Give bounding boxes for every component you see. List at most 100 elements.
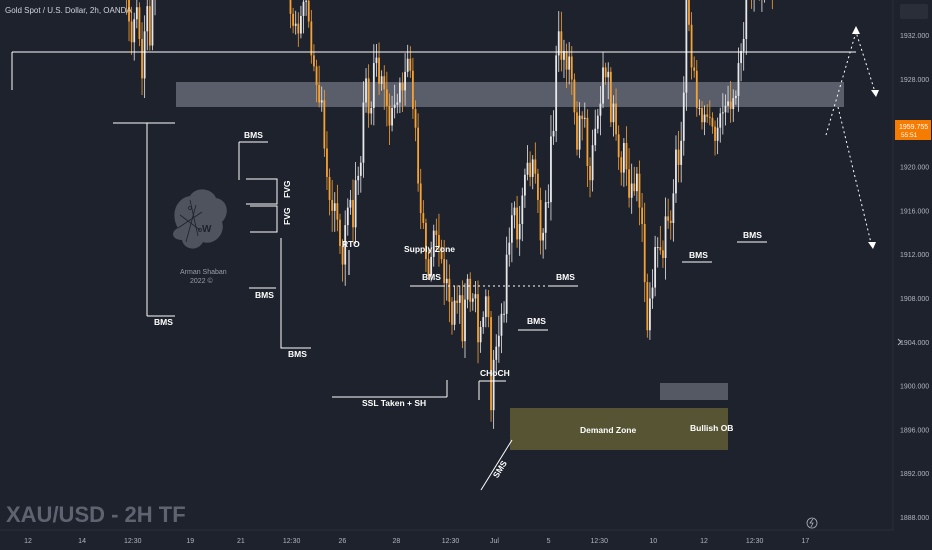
y-tick-label: 1928.000 bbox=[900, 77, 929, 84]
candle-body bbox=[492, 359, 495, 411]
candle-body bbox=[151, 0, 154, 46]
candle-body bbox=[604, 67, 607, 78]
candle-body bbox=[695, 70, 698, 108]
price-badge-countdown: 55:51 bbox=[901, 132, 918, 139]
candle-body bbox=[516, 207, 518, 240]
y-tick-label: 1912.000 bbox=[900, 252, 929, 259]
candle-body bbox=[451, 301, 453, 325]
candle-body bbox=[401, 82, 404, 91]
candle-body bbox=[432, 230, 435, 257]
annotation-lines bbox=[11, 51, 856, 491]
candle-body bbox=[675, 149, 677, 194]
lightning-bolt-icon bbox=[809, 518, 814, 528]
candle-body bbox=[466, 278, 469, 300]
candle-body bbox=[667, 216, 670, 221]
candle-body bbox=[607, 71, 610, 78]
candle-body bbox=[471, 298, 474, 302]
candle-body bbox=[349, 199, 352, 208]
candle-body bbox=[505, 254, 508, 314]
candle-body bbox=[305, 0, 308, 2]
candle-body bbox=[620, 157, 623, 173]
candle-body bbox=[135, 7, 138, 20]
candle-body bbox=[721, 112, 724, 114]
candle-body bbox=[357, 175, 360, 181]
candle-body bbox=[318, 84, 321, 103]
candle-body bbox=[445, 278, 448, 284]
candle-body bbox=[542, 232, 545, 241]
candle-body bbox=[336, 203, 339, 220]
candle-body bbox=[688, 0, 690, 25]
candle-body bbox=[633, 183, 636, 192]
candle-body bbox=[479, 326, 482, 343]
candle-body bbox=[375, 57, 378, 64]
candle-body bbox=[503, 313, 505, 315]
candle-body bbox=[297, 23, 300, 34]
candle-body bbox=[354, 180, 357, 228]
candle-body bbox=[388, 105, 391, 126]
candle-body bbox=[630, 183, 633, 198]
candle-body bbox=[518, 224, 521, 240]
price-badge-value: 1959.755 bbox=[899, 124, 928, 131]
candle-body bbox=[339, 219, 341, 246]
svg-text:W: W bbox=[202, 224, 212, 235]
candle-body bbox=[669, 220, 672, 223]
candle-body bbox=[662, 250, 664, 258]
forecast-arrow-down2-icon bbox=[868, 242, 876, 249]
candle-body bbox=[435, 230, 438, 235]
candle-body bbox=[513, 207, 516, 216]
candle-body bbox=[143, 31, 146, 79]
label-bms-3: BMS bbox=[255, 290, 274, 300]
x-tick-label: 17 bbox=[802, 538, 810, 545]
time-axis[interactable]: 12 14 12:30 19 21 12:30 26 28 12:30 Jul 5 12:30 10 12… bbox=[24, 538, 809, 545]
candle-body bbox=[359, 162, 362, 176]
candle-body bbox=[365, 78, 367, 103]
candle-body bbox=[680, 140, 683, 165]
y-tick-label: 1896.000 bbox=[900, 427, 929, 434]
x-tick-label: 12:30 bbox=[746, 538, 764, 545]
candle-body bbox=[294, 23, 297, 26]
candle-body bbox=[589, 166, 591, 181]
candle-body bbox=[380, 76, 383, 84]
candle-body bbox=[453, 300, 456, 325]
candle-body bbox=[649, 298, 651, 331]
axis-arrow-icon[interactable] bbox=[897, 338, 902, 346]
logo-name: Arman Shaban bbox=[180, 269, 227, 276]
candle-body bbox=[703, 114, 706, 123]
forecast-arrow-down1-icon bbox=[871, 90, 879, 97]
candle-body bbox=[448, 278, 451, 302]
axis-top-button[interactable] bbox=[900, 4, 928, 19]
candle-body bbox=[576, 112, 578, 150]
candle-body bbox=[737, 63, 740, 96]
candle-body bbox=[534, 159, 537, 174]
candle-body bbox=[635, 173, 638, 192]
bullish-ob-rect bbox=[660, 383, 728, 400]
watermark-text: XAU/USD - 2H TF bbox=[6, 502, 186, 527]
candle-body bbox=[438, 234, 440, 248]
candle-body bbox=[719, 113, 722, 128]
x-tick-label: 12 bbox=[700, 538, 708, 545]
candle-body bbox=[326, 148, 328, 177]
candle-body bbox=[417, 127, 420, 184]
candle-body bbox=[141, 38, 143, 79]
x-tick-label: 21 bbox=[237, 538, 245, 545]
candle-body bbox=[734, 95, 737, 99]
candle-body bbox=[482, 317, 485, 327]
candle-body bbox=[531, 159, 534, 177]
label-bms-1: BMS bbox=[154, 317, 173, 327]
candle-body bbox=[698, 107, 701, 109]
label-demand-zone: Demand Zone bbox=[580, 425, 636, 435]
candle-body bbox=[128, 0, 130, 22]
candle-body bbox=[583, 117, 586, 119]
candle-body bbox=[654, 247, 657, 288]
candle-body bbox=[148, 6, 151, 46]
candle-body bbox=[594, 128, 597, 146]
candle-body bbox=[625, 143, 628, 170]
candle-body bbox=[524, 174, 526, 196]
brain-logo-icon: W bbox=[173, 189, 227, 249]
candle-body bbox=[331, 199, 334, 211]
label-bms-9: BMS bbox=[743, 230, 762, 240]
candle-body bbox=[742, 38, 745, 52]
lightning-icon[interactable] bbox=[806, 517, 818, 529]
candle-body bbox=[419, 183, 422, 214]
